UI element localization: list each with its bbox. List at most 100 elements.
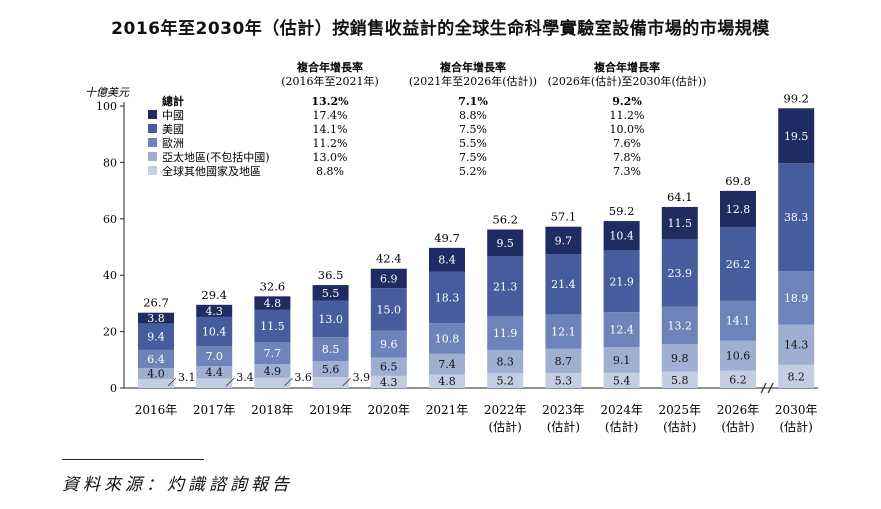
- cagr-period: (2016年至2021年): [281, 74, 379, 88]
- y-tick-label: 80: [103, 156, 117, 169]
- bar-segment: [370, 375, 407, 388]
- cagr-value: 10.0%: [610, 123, 645, 136]
- data-label: 8.4: [438, 254, 456, 267]
- bar-segment: [603, 347, 640, 373]
- axis-break-mark: [767, 382, 774, 394]
- legend-label: 亞太地區(不包括中國): [162, 150, 270, 164]
- data-label: 9.1: [613, 354, 631, 367]
- cagr-value: 11.2%: [313, 137, 348, 150]
- bar-segment: [545, 373, 582, 388]
- data-label: 4.3: [380, 376, 398, 389]
- legend-swatch: [148, 110, 157, 119]
- cagr-value: 7.6%: [613, 137, 641, 150]
- data-label: 19.5: [784, 130, 809, 143]
- bar-segment: [370, 330, 407, 358]
- bar-segment: [603, 372, 640, 388]
- data-label: 6.4: [147, 353, 165, 366]
- bar-segment: [661, 371, 698, 388]
- bar-segment: [138, 367, 174, 380]
- data-label: 9.8: [671, 352, 689, 365]
- total-label: 36.5: [318, 268, 344, 282]
- bar-segment: [603, 312, 640, 348]
- data-label: 10.4: [202, 326, 227, 339]
- data-label: 8.2: [787, 370, 805, 383]
- x-tick-label: 2023年: [542, 403, 585, 417]
- data-label: 6.9: [380, 272, 398, 285]
- leader-line: [225, 377, 235, 387]
- cagr-period: (2021年至2026年(估計)): [409, 74, 537, 88]
- x-tick-label: 2021年: [426, 403, 469, 417]
- bar-segment: [661, 206, 698, 240]
- bar-segment: [487, 229, 524, 257]
- bar-segment: [661, 306, 698, 345]
- bar-segment: [429, 271, 465, 324]
- total-label: 29.4: [201, 288, 227, 302]
- cagr-header: 複合年增長率: [439, 60, 506, 74]
- cagr-value: 5.5%: [459, 137, 487, 150]
- bar-segment: [254, 296, 291, 310]
- bar-segment: [312, 300, 349, 338]
- data-label: 10.8: [435, 332, 460, 345]
- total-label: 26.7: [143, 296, 169, 310]
- cagr-value: 11.2%: [610, 109, 645, 122]
- total-label: 32.6: [260, 279, 286, 293]
- total-label: 42.4: [376, 252, 402, 266]
- data-label: 13.2: [668, 319, 693, 332]
- data-label: 5.3: [555, 375, 573, 388]
- bar-segment: [778, 108, 815, 164]
- data-label: 7.7: [264, 347, 282, 360]
- legend-label: 總計: [162, 94, 184, 108]
- y-tick-label: 0: [110, 382, 117, 395]
- bar-segment: [254, 342, 291, 365]
- bar-segment: [487, 349, 524, 374]
- bar-segment: [720, 340, 756, 371]
- data-label: 6.2: [729, 373, 747, 386]
- total-label: 64.1: [667, 190, 693, 204]
- bar-segment: [312, 285, 349, 301]
- data-label: 12.1: [551, 325, 576, 338]
- x-tick-label: 2017年: [193, 403, 236, 417]
- y-tick-label: 60: [103, 213, 117, 226]
- data-label: 5.6: [322, 363, 340, 376]
- data-label: 8.7: [555, 355, 573, 368]
- legend-swatch: [148, 124, 157, 133]
- cagr-value: 7.5%: [459, 123, 487, 136]
- cagr-value: 9.2%: [612, 95, 642, 108]
- data-label: 4.0: [147, 368, 165, 381]
- x-tick-label: 2025年: [659, 403, 702, 417]
- data-label: 38.3: [784, 211, 809, 224]
- bar-segment: [370, 268, 407, 289]
- bar-segment: [370, 357, 407, 376]
- bar-segment: [254, 364, 291, 378]
- cagr-value: 17.4%: [313, 109, 348, 122]
- bar-segment: [138, 349, 174, 368]
- data-label: 12.8: [726, 203, 751, 216]
- data-label: 11.5: [668, 217, 693, 230]
- data-label: 5.2: [496, 375, 514, 388]
- axis-break-mark: [760, 382, 767, 394]
- cagr-header: 複合年增長率: [593, 60, 660, 74]
- bar-segment: [370, 288, 407, 331]
- data-label: 21.3: [493, 280, 518, 293]
- cagr-value: 13.2%: [311, 95, 349, 108]
- y-tick-label: 20: [103, 326, 117, 339]
- legend-swatch: [148, 152, 157, 161]
- legend-label: 中國: [162, 109, 184, 122]
- x-tick-label: 2030年: [775, 403, 818, 417]
- data-label: 18.9: [784, 292, 809, 305]
- x-tick-sublabel: (估計): [489, 419, 522, 434]
- legend-swatch: [147, 95, 158, 106]
- x-tick-sublabel: (估計): [547, 419, 580, 434]
- leader-line: [284, 377, 293, 387]
- bar-segment: [312, 337, 349, 362]
- cagr-header: 複合年增長率: [296, 60, 363, 74]
- bar-segment: [778, 324, 815, 365]
- bar-segment: [661, 344, 698, 372]
- data-label: 21.4: [551, 278, 576, 291]
- data-label: 6.5: [380, 361, 398, 374]
- legend-swatch: [148, 166, 157, 175]
- total-label: 56.2: [492, 213, 518, 227]
- data-label: 11.5: [260, 320, 285, 333]
- x-tick-label: 2020年: [368, 403, 411, 417]
- bar-segment: [429, 247, 465, 272]
